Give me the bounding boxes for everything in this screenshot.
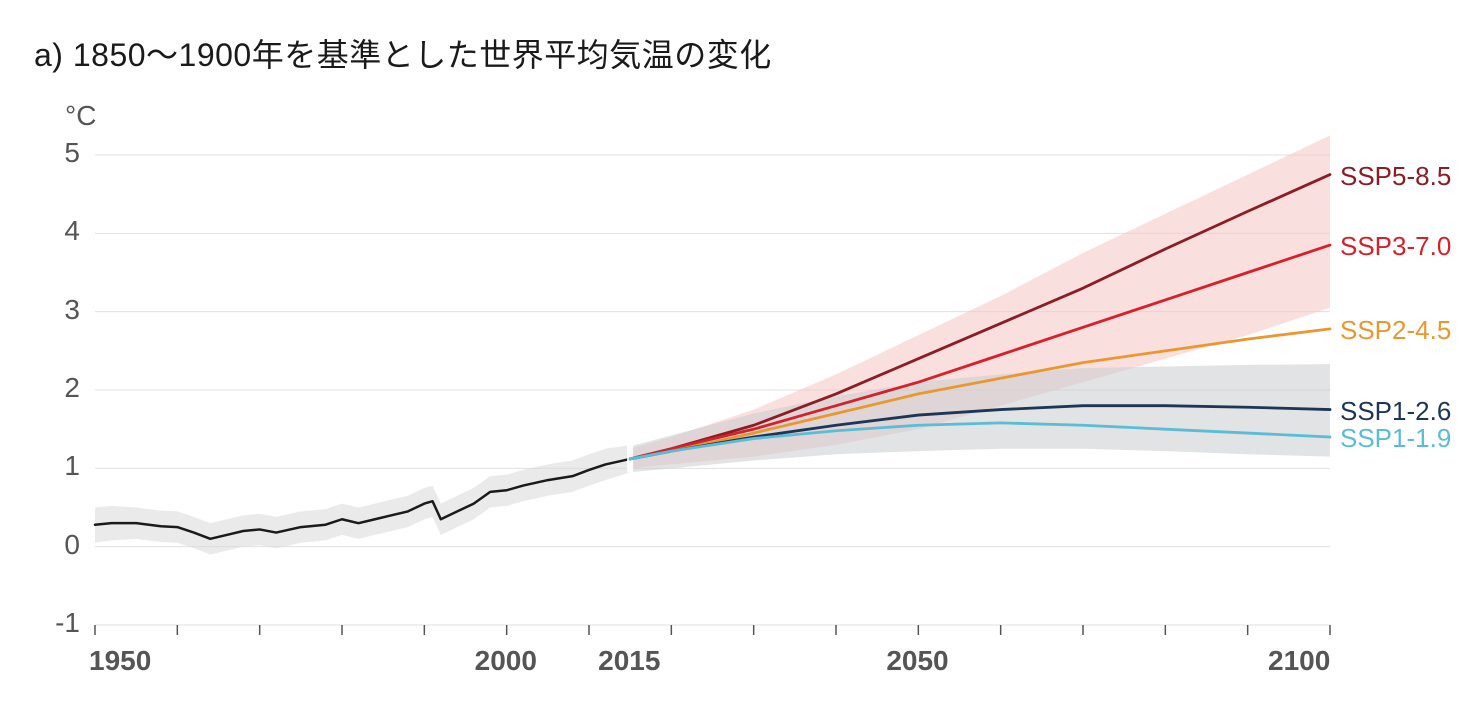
x-tick-2100: 2100 [1268, 645, 1330, 677]
series-label-ssp5_85: SSP5-8.5 [1340, 161, 1451, 192]
x-tick-1950: 1950 [89, 645, 151, 677]
series-label-ssp1_19: SSP1-1.9 [1340, 423, 1451, 454]
chart-container: a) 1850～1900年を基準とした世界平均気温の変化 °C -1012345… [0, 0, 1478, 728]
series-label-ssp1_26: SSP1-2.6 [1340, 396, 1451, 427]
y-tick-4: 4 [30, 215, 80, 247]
series-label-ssp3_70: SSP3-7.0 [1340, 231, 1451, 262]
y-tick-0: 0 [30, 529, 80, 561]
x-tick-2000: 2000 [475, 645, 537, 677]
series-label-ssp2_45: SSP2-4.5 [1340, 315, 1451, 346]
y-tick-2: 2 [30, 372, 80, 404]
y-tick-3: 3 [30, 294, 80, 326]
chart-svg [0, 0, 1478, 728]
y-tick--1: -1 [30, 607, 80, 639]
x-tick-2015: 2015 [598, 645, 660, 677]
y-tick-5: 5 [30, 137, 80, 169]
y-tick-1: 1 [30, 450, 80, 482]
x-tick-2050: 2050 [886, 645, 948, 677]
